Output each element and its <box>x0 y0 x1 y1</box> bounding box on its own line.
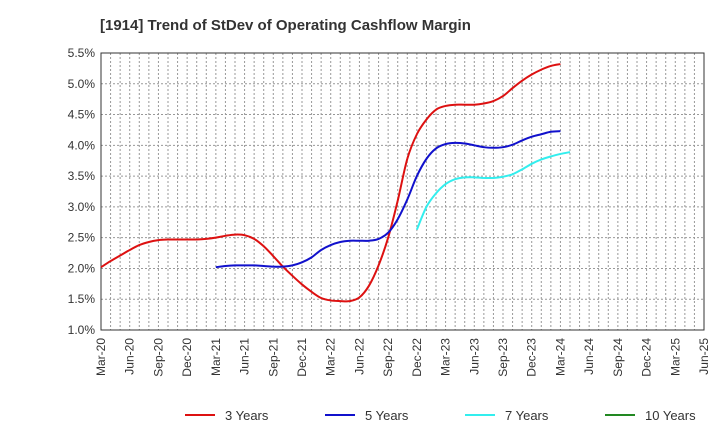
x-tick-label: Dec-21 <box>295 338 309 377</box>
y-tick-label: 2.0% <box>68 261 96 275</box>
series-line-3-years <box>100 63 561 303</box>
legend-label-10-years: 10 Years <box>645 408 696 423</box>
y-tick-label: 2.5% <box>68 231 96 245</box>
x-tick-label: Jun-25 <box>697 338 711 375</box>
plot-frame <box>100 52 705 331</box>
y-tick-label: 5.0% <box>68 77 96 91</box>
y-tick-label: 1.0% <box>68 323 96 337</box>
x-tick-label: Sep-21 <box>266 338 280 377</box>
y-tick-label: 3.5% <box>68 169 96 183</box>
x-tick-label: Dec-20 <box>180 338 194 377</box>
x-tick-label: Dec-24 <box>640 338 654 377</box>
x-tick-label: Sep-22 <box>381 338 395 377</box>
x-tick-label: Sep-24 <box>611 338 625 377</box>
x-tick-label: Mar-25 <box>668 338 682 376</box>
plot-area: 1.0% 1.5% 2.0% 2.5% 3.0% 3.5% 4.0% 4.5% 5.0% 5.5%… <box>68 46 711 377</box>
x-tick-label: Jun-20 <box>123 338 137 375</box>
x-tick-label: Dec-22 <box>410 338 424 377</box>
y-tick-label: 4.5% <box>68 108 96 122</box>
legend-label-5-years: 5 Years <box>365 408 409 423</box>
x-tick-label: Jun-24 <box>582 338 596 375</box>
legend: 3 Years 5 Years 7 Years 10 Years <box>185 408 696 423</box>
x-tick-label: Sep-23 <box>496 338 510 377</box>
x-tick-label: Mar-21 <box>209 338 223 376</box>
legend-label-7-years: 7 Years <box>505 408 549 423</box>
series-line-5-years <box>215 130 561 269</box>
y-tick-label: 3.0% <box>68 200 96 214</box>
y-tick-label: 1.5% <box>68 292 96 306</box>
x-tick-label: Mar-23 <box>439 338 453 376</box>
x-tick-label: Mar-20 <box>94 338 108 376</box>
legend-label-3-years: 3 Years <box>225 408 269 423</box>
x-tick-label: Sep-20 <box>151 338 165 377</box>
x-tick-label: Dec-23 <box>525 338 539 377</box>
y-tick-label: 5.5% <box>68 46 96 60</box>
x-tick-label: Jun-21 <box>238 338 252 375</box>
x-tick-label: Jun-22 <box>352 338 366 375</box>
x-tick-label: Jun-23 <box>467 338 481 375</box>
series-line-7-years <box>415 151 571 231</box>
chart-title: [1914] Trend of StDev of Operating Cashf… <box>100 17 471 34</box>
x-tick-label: Mar-22 <box>324 338 338 376</box>
y-tick-label: 4.0% <box>68 138 96 152</box>
x-tick-label: Mar-24 <box>553 338 567 376</box>
